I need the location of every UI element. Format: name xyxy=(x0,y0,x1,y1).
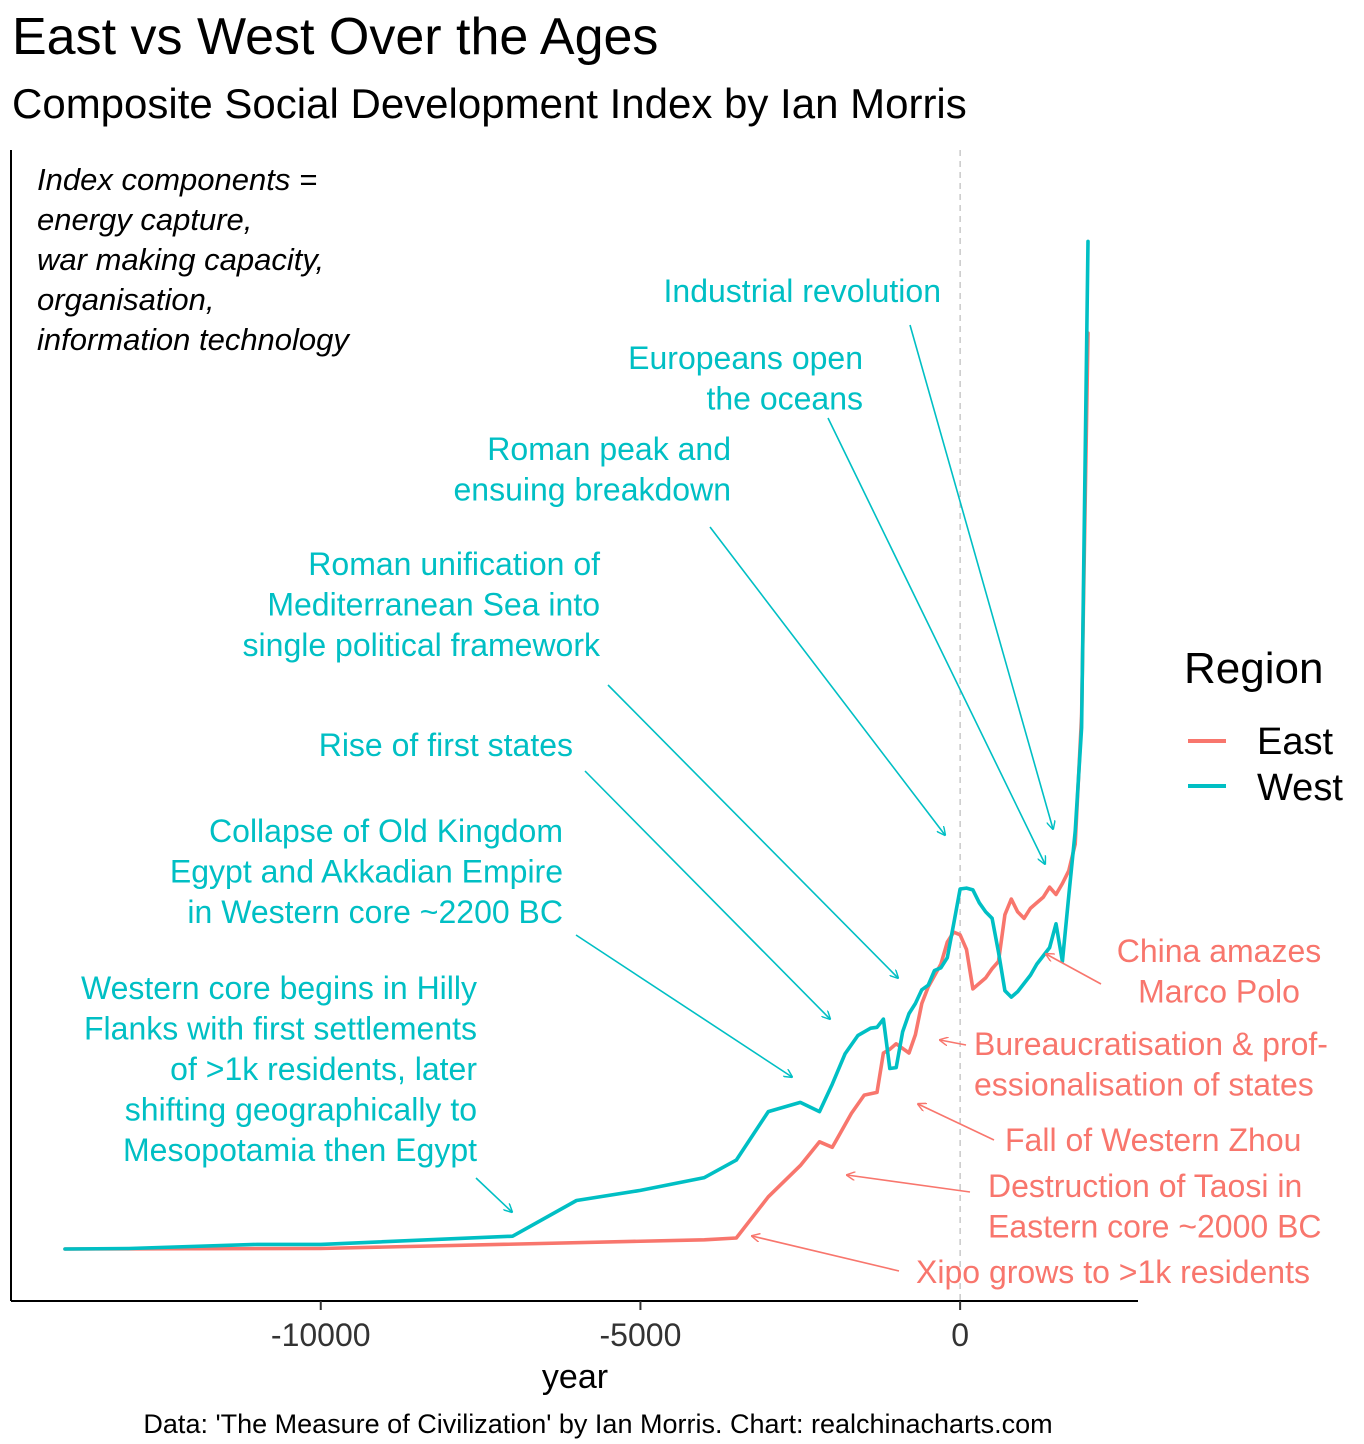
series-line-west xyxy=(63,239,1090,1251)
annotation-europeans-oceans: Europeans open the oceans xyxy=(628,340,863,417)
annotation-arrow-bureaucratisation xyxy=(940,1040,967,1045)
annotation-roman-peak: Roman peak and ensuing breakdown xyxy=(453,431,731,508)
annotation-roman-unification: Roman unification of Mediterranean Sea in… xyxy=(243,546,601,663)
annotation-china-marco-polo: China amazes Marco Polo xyxy=(1117,933,1322,1010)
x-tick-label: -5000 xyxy=(600,1317,682,1353)
legend-label-east: East xyxy=(1257,721,1333,763)
annotation-collapse-old-kingdom: Collapse of Old Kingdom Egypt and Akkadia… xyxy=(170,813,563,930)
annotation-arrow-rise-first-states xyxy=(584,770,830,1019)
annotation-arrow-roman-peak xyxy=(709,526,945,835)
annotation-labels: Western core begins in Hilly Flanks with … xyxy=(81,273,1328,1290)
x-axis-ticks: -10000 -5000 0 xyxy=(271,1301,969,1353)
x-tick-label: -10000 xyxy=(271,1317,371,1353)
legend-title: Region xyxy=(1184,644,1323,693)
annotation-arrow-western-core xyxy=(475,1177,512,1212)
note-line: information technology xyxy=(37,322,351,357)
annotation-arrow-destruction-taosi xyxy=(847,1175,971,1193)
x-axis-title: year xyxy=(542,1358,608,1396)
annotation-destruction-taosi: Destruction of Taosi in Eastern core ~200… xyxy=(988,1168,1322,1245)
annotation-arrow-roman-unification xyxy=(607,684,898,978)
annotation-bureaucratisation: Bureaucratisation & prof-essionalisation… xyxy=(974,1026,1328,1103)
chart-subtitle: Composite Social Development Index by Ia… xyxy=(12,80,967,127)
note-line: Index components = xyxy=(37,162,317,197)
annotation-xipo: Xipo grows to >1k residents xyxy=(916,1254,1310,1290)
annotation-arrow-europeans-oceans xyxy=(827,417,1045,864)
annotation-western-core: Western core begins in Hilly Flanks with … xyxy=(81,970,477,1168)
legend: Region East West xyxy=(1184,644,1343,809)
annotation-arrows xyxy=(475,324,1102,1272)
note-line: war making capacity, xyxy=(37,242,324,277)
annotation-arrow-china-marco-polo xyxy=(1046,954,1102,985)
x-tick-label: 0 xyxy=(951,1317,969,1353)
chart-caption: Data: 'The Measure of Civilization' by I… xyxy=(143,1409,1052,1439)
note-line: energy capture, xyxy=(37,202,252,237)
legend-label-west: West xyxy=(1257,767,1343,809)
annotation-arrow-industrial-revolution xyxy=(909,324,1053,829)
annotation-arrow-xipo xyxy=(752,1236,900,1272)
note-line: organisation, xyxy=(37,282,215,317)
index-components-note: Index components = energy capture, war m… xyxy=(37,162,351,357)
annotation-rise-first-states: Rise of first states xyxy=(319,727,573,763)
plot-area: -10000 -5000 0 xyxy=(10,150,1138,1353)
annotation-fall-western-zhou: Fall of Western Zhou xyxy=(1005,1122,1301,1158)
annotation-arrow-fall-western-zhou xyxy=(918,1104,995,1141)
annotation-arrow-collapse-old-kingdom xyxy=(575,934,792,1077)
chart-title: East vs West Over the Ages xyxy=(12,8,658,66)
series-layer xyxy=(63,239,1090,1251)
annotation-industrial-revolution: Industrial revolution xyxy=(664,273,941,309)
